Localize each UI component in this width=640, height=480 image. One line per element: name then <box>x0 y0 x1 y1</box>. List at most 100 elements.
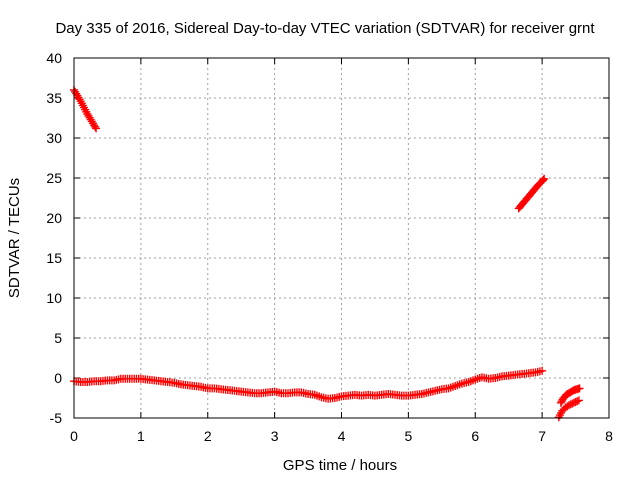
data-point-fill <box>557 395 567 406</box>
x-tick-label: 6 <box>471 428 479 444</box>
data-point-fill <box>473 374 484 383</box>
x-tick-label: 4 <box>338 428 346 444</box>
data-point-fill <box>539 176 548 184</box>
x-tick-label: 7 <box>538 428 546 444</box>
data-point-fill <box>433 385 444 395</box>
x-tick-label: 1 <box>137 428 145 444</box>
data-point-fill <box>85 377 96 386</box>
data-point-fill <box>286 388 297 397</box>
y-tick-label: 35 <box>46 90 62 106</box>
y-tick-label: 0 <box>54 370 62 386</box>
x-tick-label: 3 <box>271 428 279 444</box>
data-point-fill <box>333 392 344 402</box>
data-point-fill <box>159 377 170 386</box>
x-tick-label: 2 <box>204 428 212 444</box>
data-point-fill <box>139 375 150 384</box>
series-5 <box>554 396 583 422</box>
data-point-fill <box>319 393 330 403</box>
data-point-fill <box>440 384 451 393</box>
data-point-fill <box>379 390 391 399</box>
data-point-fill <box>353 391 364 400</box>
data-point-fill <box>78 378 90 386</box>
data-point-fill <box>152 376 163 385</box>
data-point-fill <box>515 201 525 212</box>
data-point-fill <box>72 377 83 386</box>
y-axis-label: SDTVAR / TECUs <box>6 178 23 298</box>
data-point-fill <box>239 387 250 397</box>
data-point-fill <box>279 389 290 398</box>
data-point-fill <box>480 373 491 383</box>
data-point-fill <box>533 367 544 376</box>
data-point-fill <box>532 181 542 192</box>
data-point-fill <box>359 391 371 400</box>
data-point-fill <box>98 376 110 385</box>
data-point-fill <box>555 408 566 420</box>
data-point-fill <box>500 371 511 381</box>
grid <box>74 58 609 418</box>
data-point-fill <box>91 122 100 131</box>
chart-title: Day 335 of 2016, Sidereal Day-to-day VTE… <box>55 20 595 37</box>
data-point-fill <box>529 185 539 196</box>
data-point-fill <box>525 189 535 200</box>
data-point-fill <box>519 197 529 208</box>
data-point <box>574 396 583 405</box>
data-point-fill <box>292 388 304 397</box>
y-tick-label: 30 <box>46 130 62 146</box>
data-point <box>538 366 547 375</box>
data-point-fill <box>522 193 532 204</box>
data-point-fill <box>272 388 284 397</box>
data-point-fill <box>446 382 457 392</box>
data-point-fill <box>205 384 217 393</box>
data-point <box>540 174 549 183</box>
data-point-fill <box>259 388 270 397</box>
data-point <box>575 384 584 393</box>
y-tick-label: 40 <box>46 50 62 66</box>
data-point-fill <box>232 387 243 396</box>
data-point-fill <box>199 383 210 392</box>
data-point-fill <box>486 374 498 383</box>
series-3 <box>514 174 549 213</box>
tick-labels: 0 1 2 3 4 5 6 7 8 -5 0 5 10 15 20 25 30 35 40 <box>46 50 613 444</box>
series-1 <box>70 86 101 133</box>
data-point <box>92 124 101 133</box>
x-tick-label: 5 <box>404 428 412 444</box>
series-2 <box>70 366 547 403</box>
y-tick-label: -5 <box>50 410 63 426</box>
data-point-fill <box>71 87 81 98</box>
x-tick-label: 0 <box>70 428 78 444</box>
data-point-fill <box>192 382 203 391</box>
y-tick-label: 5 <box>54 330 62 346</box>
data-point-fill <box>326 394 337 403</box>
y-tick-label: 20 <box>46 210 62 226</box>
data-point-fill <box>526 368 538 377</box>
data-point-fill <box>366 391 377 400</box>
x-axis-label: GPS time / hours <box>283 457 397 474</box>
data-point-fill <box>513 370 524 379</box>
data-point-fill <box>339 391 350 401</box>
data-point-fill <box>453 380 464 390</box>
data-point-fill <box>145 375 157 385</box>
data-point-fill <box>219 385 230 394</box>
data-point-fill <box>172 379 183 388</box>
data-point-fill <box>346 391 357 400</box>
data-point-fill <box>112 375 123 384</box>
data-point-fill <box>393 391 404 400</box>
data-point-fill <box>419 388 431 398</box>
data-point-fill <box>132 374 143 383</box>
data-point-fill <box>77 99 87 110</box>
data-point-fill <box>81 105 91 116</box>
data-point-fill <box>87 117 97 128</box>
data-point-fill <box>386 390 397 399</box>
data-point-fill <box>373 391 384 400</box>
data-point-fill <box>212 384 223 393</box>
x-tick-label: 8 <box>605 428 613 444</box>
data-point-fill <box>573 397 582 406</box>
plot-frame <box>73 57 610 419</box>
data-point-fill <box>185 381 197 390</box>
y-tick-label: 25 <box>46 170 62 186</box>
data-point-fill <box>506 371 518 380</box>
data-point-fill <box>493 372 504 382</box>
data-point-fill <box>306 390 317 399</box>
data-point-fill <box>84 111 94 122</box>
